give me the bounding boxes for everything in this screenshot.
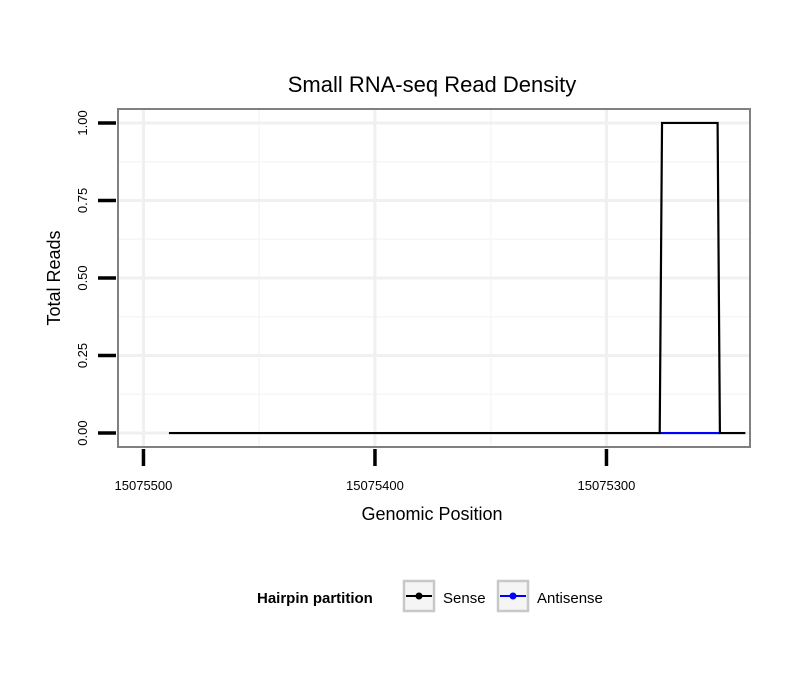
x-axis: 15075500 15075400 15075300 <box>115 449 636 493</box>
grid <box>118 109 750 447</box>
x-tick-label: 15075400 <box>346 478 404 493</box>
chart-title: Small RNA-seq Read Density <box>288 72 577 97</box>
legend-point-antisense <box>509 592 517 600</box>
legend-point-sense <box>415 592 423 600</box>
legend-label-sense: Sense <box>443 590 486 607</box>
legend-title: Hairpin partition <box>257 590 373 607</box>
y-tick-label: 0.75 <box>75 188 90 213</box>
plot-panel <box>117 108 751 448</box>
legend: Hairpin partition Sense Antisense <box>257 579 603 613</box>
x-tick-label: 15075300 <box>578 478 636 493</box>
x-axis-title: Genomic Position <box>361 504 502 524</box>
y-axis-title: Total Reads <box>44 230 64 325</box>
y-tick-label: 0.25 <box>75 343 90 368</box>
legend-item-sense: Sense <box>402 579 486 613</box>
series-line-sense <box>168 121 746 435</box>
y-tick-label: 0.00 <box>75 420 90 445</box>
series-layer <box>168 121 746 435</box>
y-tick-label: 0.50 <box>75 265 90 290</box>
y-tick-label: 1.00 <box>75 110 90 135</box>
legend-label-antisense: Antisense <box>537 590 603 607</box>
x-tick-label: 15075500 <box>115 478 173 493</box>
legend-item-antisense: Antisense <box>496 579 603 613</box>
y-axis: 0.00 0.25 0.50 0.75 1.00 <box>75 110 116 446</box>
